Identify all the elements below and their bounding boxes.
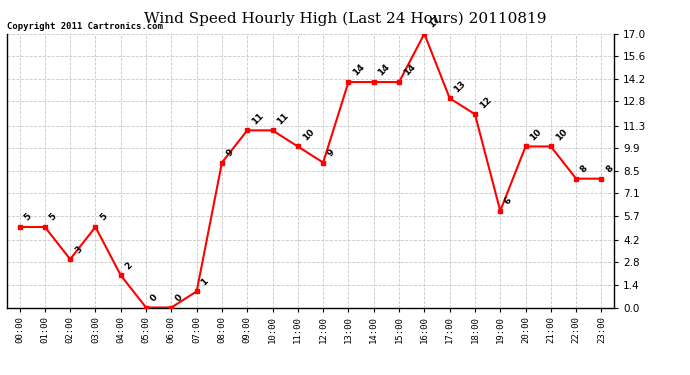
Text: 0: 0 xyxy=(174,292,185,303)
Text: 17: 17 xyxy=(427,14,442,30)
Text: 3: 3 xyxy=(73,244,83,255)
Text: 8: 8 xyxy=(604,164,615,174)
Text: 13: 13 xyxy=(453,79,468,94)
Text: 14: 14 xyxy=(402,63,417,78)
Text: 11: 11 xyxy=(275,111,290,126)
Text: 14: 14 xyxy=(351,63,366,78)
Text: 10: 10 xyxy=(529,127,544,142)
Text: 11: 11 xyxy=(250,111,265,126)
Text: 9: 9 xyxy=(225,147,235,158)
Text: 1: 1 xyxy=(199,276,210,287)
Text: 5: 5 xyxy=(22,212,33,223)
Text: 0: 0 xyxy=(149,292,159,303)
Text: 10: 10 xyxy=(301,127,316,142)
Text: Copyright 2011 Cartronics.com: Copyright 2011 Cartronics.com xyxy=(7,22,163,31)
Text: 10: 10 xyxy=(553,127,569,142)
Text: 9: 9 xyxy=(326,147,337,158)
Text: 5: 5 xyxy=(48,212,59,223)
Text: 5: 5 xyxy=(98,212,109,223)
Text: 6: 6 xyxy=(503,196,514,207)
Text: 2: 2 xyxy=(124,260,135,271)
Text: 8: 8 xyxy=(579,164,590,174)
Text: 14: 14 xyxy=(377,63,392,78)
Text: 12: 12 xyxy=(477,95,493,110)
Text: Wind Speed Hourly High (Last 24 Hours) 20110819: Wind Speed Hourly High (Last 24 Hours) 2… xyxy=(144,11,546,26)
